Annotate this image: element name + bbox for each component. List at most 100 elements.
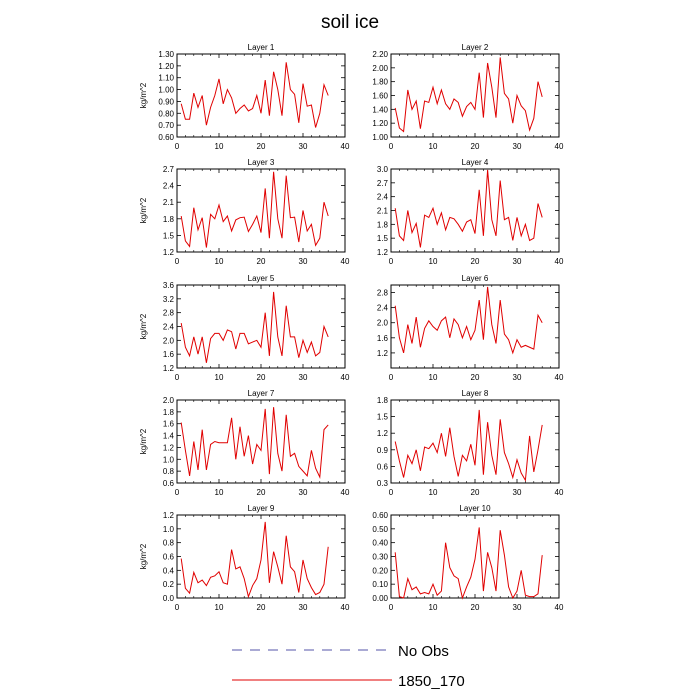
- y-tick-label: 0.8: [163, 467, 175, 476]
- y-tick-label: 0.9: [377, 446, 389, 455]
- x-tick-label: 30: [513, 142, 522, 151]
- x-tick-label: 30: [513, 488, 522, 497]
- y-tick-label: 1.10: [158, 74, 174, 83]
- y-tick-label: 2.0: [163, 336, 175, 345]
- x-tick-label: 40: [555, 488, 564, 497]
- x-tick-label: 10: [215, 603, 224, 612]
- y-tick-label: 3.2: [163, 295, 175, 304]
- y-tick-label: 2.8: [377, 289, 389, 298]
- panel-title: Layer 4: [462, 158, 489, 167]
- y-axis-label: kg/m^2: [139, 82, 148, 108]
- x-tick-label: 10: [429, 603, 438, 612]
- y-tick-label: 2.20: [372, 50, 388, 59]
- x-tick-label: 30: [513, 373, 522, 382]
- panel-layer-4: Layer 4 0 10 20 30 40 1.2 1.5 1.8 2.1 2.4 2.7 3.0: [377, 158, 564, 266]
- panel-title: Layer 7: [248, 389, 275, 398]
- y-tick-label: 2.7: [163, 165, 175, 174]
- y-tick-label: 2.7: [377, 179, 389, 188]
- y-tick-label: 2.00: [372, 64, 388, 73]
- series-line-1850-170: [394, 527, 543, 600]
- x-tick-label: 20: [257, 373, 266, 382]
- y-tick-label: 2.4: [163, 182, 175, 191]
- legend: No Obs 1850_170: [232, 643, 465, 690]
- x-tick-label: 10: [215, 257, 224, 266]
- y-tick-label: 1.00: [372, 133, 388, 142]
- y-tick-label: 2.0: [163, 396, 175, 405]
- x-tick-label: 40: [341, 603, 350, 612]
- x-tick-label: 40: [341, 373, 350, 382]
- x-tick-label: 0: [389, 257, 394, 266]
- y-tick-label: 1.8: [377, 396, 389, 405]
- x-tick-label: 10: [215, 142, 224, 151]
- panel-title: Layer 8: [462, 389, 489, 398]
- x-tick-label: 20: [471, 488, 480, 497]
- panel-title: Layer 9: [248, 504, 275, 513]
- y-tick-label: 3.6: [163, 281, 175, 290]
- y-tick-label: 0.0: [163, 594, 175, 603]
- y-axis-label: kg/m^2: [139, 197, 148, 223]
- x-tick-label: 0: [175, 373, 180, 382]
- panel-layer-5: Layer 5 0 10 20 30 40 1.2 1.6 2.0 2.4 2.8 3.2 3.6 kg/…: [139, 274, 350, 382]
- x-tick-label: 40: [555, 603, 564, 612]
- y-tick-label: 3.0: [377, 165, 389, 174]
- y-tick-label: 2.8: [163, 309, 175, 318]
- panel-layer-1: Layer 1 0 10 20 30 40 0.60 0.70 0.80 0.90 1.00 1.10…: [139, 43, 350, 151]
- y-axis-label: kg/m^2: [139, 428, 148, 454]
- y-tick-label: 1.00: [158, 86, 174, 95]
- y-tick-label: 0.10: [372, 580, 388, 589]
- x-tick-label: 40: [341, 257, 350, 266]
- y-tick-label: 2.4: [377, 193, 389, 202]
- x-tick-label: 0: [175, 257, 180, 266]
- y-tick-label: 1.20: [158, 62, 174, 71]
- x-tick-label: 30: [299, 603, 308, 612]
- y-tick-label: 0.3: [377, 479, 389, 488]
- y-tick-label: 1.0: [163, 525, 175, 534]
- y-tick-label: 1.8: [377, 220, 389, 229]
- x-tick-label: 10: [429, 142, 438, 151]
- x-tick-label: 10: [429, 488, 438, 497]
- y-tick-label: 0.70: [158, 121, 174, 130]
- legend-label-1850-170: 1850_170: [398, 673, 465, 690]
- x-tick-label: 20: [471, 257, 480, 266]
- y-tick-label: 1.5: [163, 231, 175, 240]
- x-tick-label: 20: [257, 488, 266, 497]
- y-tick-label: 1.30: [158, 50, 174, 59]
- y-tick-label: 1.80: [372, 78, 388, 87]
- series-line-1850-170: [394, 409, 543, 482]
- y-tick-label: 1.2: [163, 364, 175, 373]
- panel-layer-10: Layer 10 0 10 20 30 40 0.00 0.10 0.20 0.30 0.40 0.5…: [372, 504, 564, 612]
- x-tick-label: 30: [299, 142, 308, 151]
- y-tick-label: 1.20: [372, 119, 388, 128]
- x-tick-label: 20: [257, 142, 266, 151]
- y-tick-label: 2.4: [163, 323, 175, 332]
- x-tick-label: 0: [175, 488, 180, 497]
- series-line-1850-170: [180, 171, 329, 248]
- x-tick-label: 10: [215, 488, 224, 497]
- panel-layer-9: Layer 9 0 10 20 30 40 0.0 0.2 0.4 0.6 0.8 1.0 1.2 kg/…: [139, 504, 350, 612]
- y-tick-label: 1.4: [163, 432, 175, 441]
- x-tick-label: 20: [471, 142, 480, 151]
- y-tick-label: 1.6: [163, 420, 175, 429]
- y-tick-label: 0.2: [163, 580, 175, 589]
- panel-layer-2: Layer 2 0 10 20 30 40 1.00 1.20 1.40 1.60 1.80 2.00…: [372, 43, 564, 151]
- y-tick-label: 1.6: [163, 350, 175, 359]
- x-tick-label: 10: [429, 373, 438, 382]
- y-tick-label: 1.2: [163, 248, 175, 257]
- x-tick-label: 0: [389, 373, 394, 382]
- x-tick-label: 0: [175, 142, 180, 151]
- panel-grid: Layer 10 10 20 30 400.600.700.800.901.001.10…: [139, 43, 564, 612]
- x-tick-label: 30: [513, 603, 522, 612]
- y-tick-label: 0.60: [158, 133, 174, 142]
- panel-layer-7: Layer 7 0 10 20 30 40 0.6 0.8 1.0 1.2 1.4 1.6 1.8 2.0…: [139, 389, 350, 497]
- x-tick-label: 0: [175, 603, 180, 612]
- y-tick-label: 0.20: [372, 566, 388, 575]
- y-tick-label: 0.30: [372, 553, 388, 562]
- y-tick-label: 1.0: [163, 455, 175, 464]
- y-tick-label: 0.00: [372, 594, 388, 603]
- x-tick-label: 40: [341, 488, 350, 497]
- y-tick-label: 0.90: [158, 97, 174, 106]
- y-axis-label: kg/m^2: [139, 543, 148, 569]
- x-tick-label: 10: [215, 373, 224, 382]
